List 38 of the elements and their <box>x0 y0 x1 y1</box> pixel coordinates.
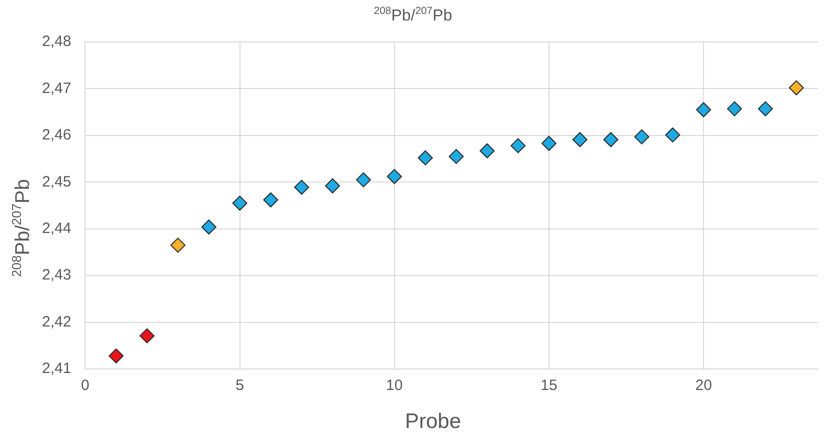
y-tick-label: 2,46 <box>42 126 72 144</box>
point <box>232 196 248 211</box>
y-tick-label: 2,43 <box>42 266 72 284</box>
point <box>108 348 124 364</box>
point <box>634 129 650 144</box>
point <box>418 150 433 166</box>
point <box>356 172 371 188</box>
point <box>325 178 340 194</box>
chart-title: $^{208}$Pb/$^{207}$Pb <box>372 6 454 26</box>
point <box>201 219 216 234</box>
y-tick-label: 2,48 <box>42 33 72 50</box>
x-axis-title: Probe <box>404 410 462 434</box>
point <box>758 101 773 116</box>
point <box>263 192 278 208</box>
point <box>448 148 464 164</box>
point <box>727 101 742 116</box>
y-tick-label: 2,41 <box>42 360 72 378</box>
point <box>140 328 155 344</box>
point <box>510 138 526 154</box>
point <box>541 136 556 151</box>
point <box>788 80 804 96</box>
x-tick-label: 15 <box>540 377 558 394</box>
x-tick-label: 0 <box>81 377 90 394</box>
x-tick-label: 20 <box>695 377 712 394</box>
x-tick-label: 5 <box>236 377 244 394</box>
point <box>665 127 680 142</box>
point <box>603 132 618 148</box>
x-tick-label: 10 <box>386 377 403 394</box>
y-tick-label: 2,45 <box>42 173 72 190</box>
point <box>696 102 712 118</box>
y-tick-label: 2,44 <box>42 220 72 237</box>
point <box>480 143 495 158</box>
y-tick-label: 2,47 <box>42 80 72 97</box>
y-tick-label: 2,42 <box>42 313 72 330</box>
point <box>386 169 402 184</box>
point <box>170 238 186 253</box>
point <box>294 180 310 195</box>
point <box>572 132 588 148</box>
